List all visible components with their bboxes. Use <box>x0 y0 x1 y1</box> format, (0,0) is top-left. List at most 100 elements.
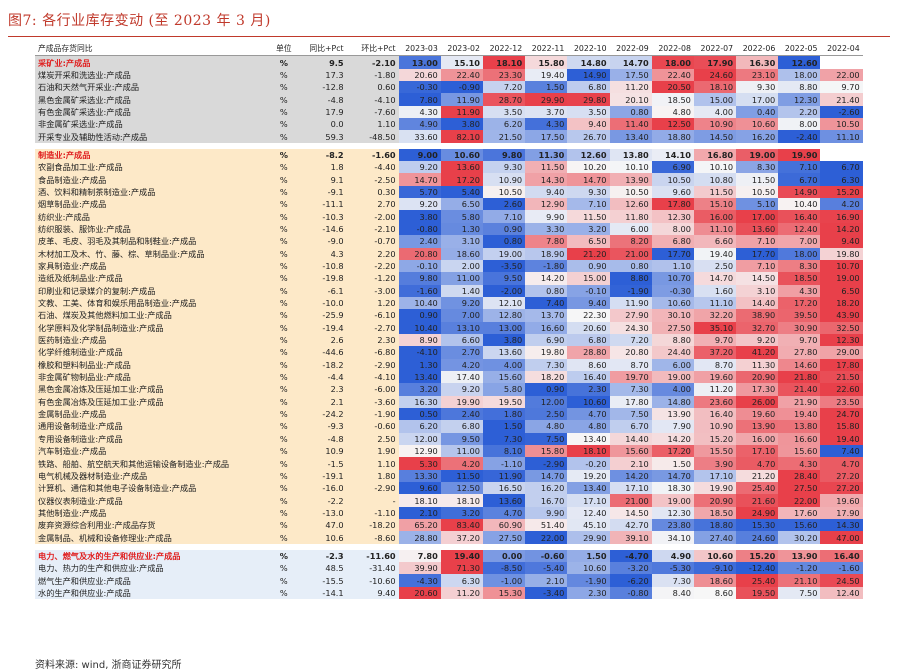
row-value: 17.90 <box>820 506 863 520</box>
row-yoy: 2.6 <box>294 333 347 347</box>
row-yoy: -14.6 <box>294 222 347 236</box>
header-yoy: 同比+Pct <box>294 43 347 57</box>
row-mom: -0.70 <box>346 235 399 248</box>
row-value: 10.70 <box>820 259 863 273</box>
row-mom: -6.00 <box>346 383 399 396</box>
row-value: 2.10 <box>609 457 652 470</box>
row-value: 27.50 <box>651 321 694 334</box>
row-value: 9.90 <box>525 506 568 520</box>
row-yoy: -15.5 <box>294 574 347 587</box>
row-value: 10.40 <box>398 296 441 310</box>
row-value: 17.10 <box>609 482 652 495</box>
row-value: 4.90 <box>651 549 694 563</box>
row-value: 20.80 <box>398 247 441 260</box>
row-value: 14.50 <box>609 506 652 520</box>
row-value: 21.90 <box>778 395 821 408</box>
row-value: 0.90 <box>525 383 568 396</box>
row-value: 10.70 <box>651 272 694 285</box>
row-value: 14.40 <box>736 296 779 310</box>
row-value: 27.50 <box>778 482 821 495</box>
row-value: 19.40 <box>693 247 737 260</box>
row-value: 4.00 <box>482 358 526 371</box>
row-value: 24.60 <box>693 68 737 82</box>
row-value: -2.40 <box>778 130 821 143</box>
row-value: 1.30 <box>440 222 483 236</box>
row-value: 27.80 <box>778 346 821 359</box>
row-unit: % <box>273 272 295 285</box>
row-value: 7.80 <box>398 93 441 106</box>
row-value: -0.80 <box>609 586 652 600</box>
row-value: 9.80 <box>398 272 441 285</box>
row-value: 27.20 <box>820 482 863 495</box>
row-value: 16.70 <box>525 494 568 507</box>
row-value: 30.10 <box>651 309 694 322</box>
row-value: 19.00 <box>651 370 694 384</box>
row-unit: % <box>273 321 295 334</box>
row-value: 4.20 <box>820 198 863 211</box>
row-name: 煤炭开采和洗选业:产成品 <box>35 68 273 82</box>
row-value: 13.60 <box>736 222 779 236</box>
row-mom: 0.30 <box>346 185 399 199</box>
table-row: 食品制造业:产成品% 9.1 -2.50 14.70 17.20 10.90 14.30 14… <box>35 173 863 186</box>
row-name: 酒、饮料和精制茶制造业:产成品 <box>35 185 273 199</box>
row-value: -8.50 <box>482 562 526 575</box>
row-unit: % <box>273 309 295 322</box>
row-unit: % <box>273 494 295 507</box>
row-value: 25.40 <box>736 574 779 587</box>
row-value: 6.90 <box>651 161 694 174</box>
row-mom: -7.60 <box>346 105 399 119</box>
row-value: 3.50 <box>482 105 526 119</box>
row-unit: % <box>273 407 295 421</box>
row-yoy: 10.9 <box>294 445 347 458</box>
row-name: 其他制造业:产成品 <box>35 506 273 520</box>
row-yoy: -10.3 <box>294 210 347 223</box>
row-value: 13.70 <box>525 309 568 322</box>
row-unit: % <box>273 333 295 347</box>
row-value: 19.80 <box>525 346 568 359</box>
row-name: 石油和天然气开采业:产成品 <box>35 81 273 94</box>
row-name: 制造业:产成品 <box>35 148 273 162</box>
row-name: 开采专业及辅助性活动:产成品 <box>35 130 273 143</box>
source-note: 资料来源: wind, 浙商证券研究所 <box>35 660 182 671</box>
row-value: 15.10 <box>440 55 483 69</box>
row-value: 6.60 <box>440 333 483 347</box>
row-value: 16.40 <box>778 210 821 223</box>
row-unit: % <box>273 574 295 587</box>
row-value: 17.10 <box>736 445 779 458</box>
row-value: 4.90 <box>398 118 441 131</box>
row-value: 17.60 <box>778 506 821 520</box>
row-value: 2.30 <box>567 586 610 600</box>
row-value: 14.20 <box>609 469 652 483</box>
row-value: 7.10 <box>482 210 526 223</box>
row-value: 26.00 <box>736 395 779 408</box>
row-value: 5.80 <box>482 383 526 396</box>
row-unit: % <box>273 445 295 458</box>
table-row: 橡胶和塑料制品业:产成品% -18.2 -2.90 1.30 4.20 4.00 7.30 8… <box>35 358 863 371</box>
row-value: 15.80 <box>525 55 568 69</box>
row-yoy: -10.8 <box>294 259 347 273</box>
row-value: 4.30 <box>525 118 568 131</box>
table-row: 汽车制造业:产成品% 10.9 1.90 12.90 11.00 8.10 15.80 18.… <box>35 445 863 458</box>
row-value: 18.90 <box>525 247 568 260</box>
row-yoy: -9.3 <box>294 420 347 433</box>
row-unit: % <box>273 93 295 106</box>
table-row: 废弃资源综合利用业:产成品存货% 47.0 -18.20 65.20 83.40 60.9… <box>35 519 863 532</box>
inventory-table: 产成品存货同比 单位 同比+Pct 环比+Pct 2023-03 2023-02… <box>35 43 863 600</box>
row-unit: % <box>273 222 295 236</box>
row-value: 22.30 <box>567 309 610 322</box>
row-value: 1.80 <box>482 407 526 421</box>
row-mom: -4.10 <box>346 370 399 384</box>
row-value: 10.60 <box>567 562 610 575</box>
row-value: 13.60 <box>482 494 526 507</box>
row-value: 11.20 <box>609 81 652 94</box>
row-value: 12.40 <box>567 506 610 520</box>
row-value: 17.50 <box>525 130 568 143</box>
row-value: 6.70 <box>820 161 863 174</box>
row-value: -1.20 <box>778 562 821 575</box>
row-value: 8.80 <box>651 333 694 347</box>
row-mom: -11.60 <box>346 549 399 563</box>
row-value: 9.60 <box>398 482 441 495</box>
row-value: 18.10 <box>440 494 483 507</box>
row-value: 13.00 <box>482 321 526 334</box>
row-value: 17.80 <box>651 198 694 211</box>
